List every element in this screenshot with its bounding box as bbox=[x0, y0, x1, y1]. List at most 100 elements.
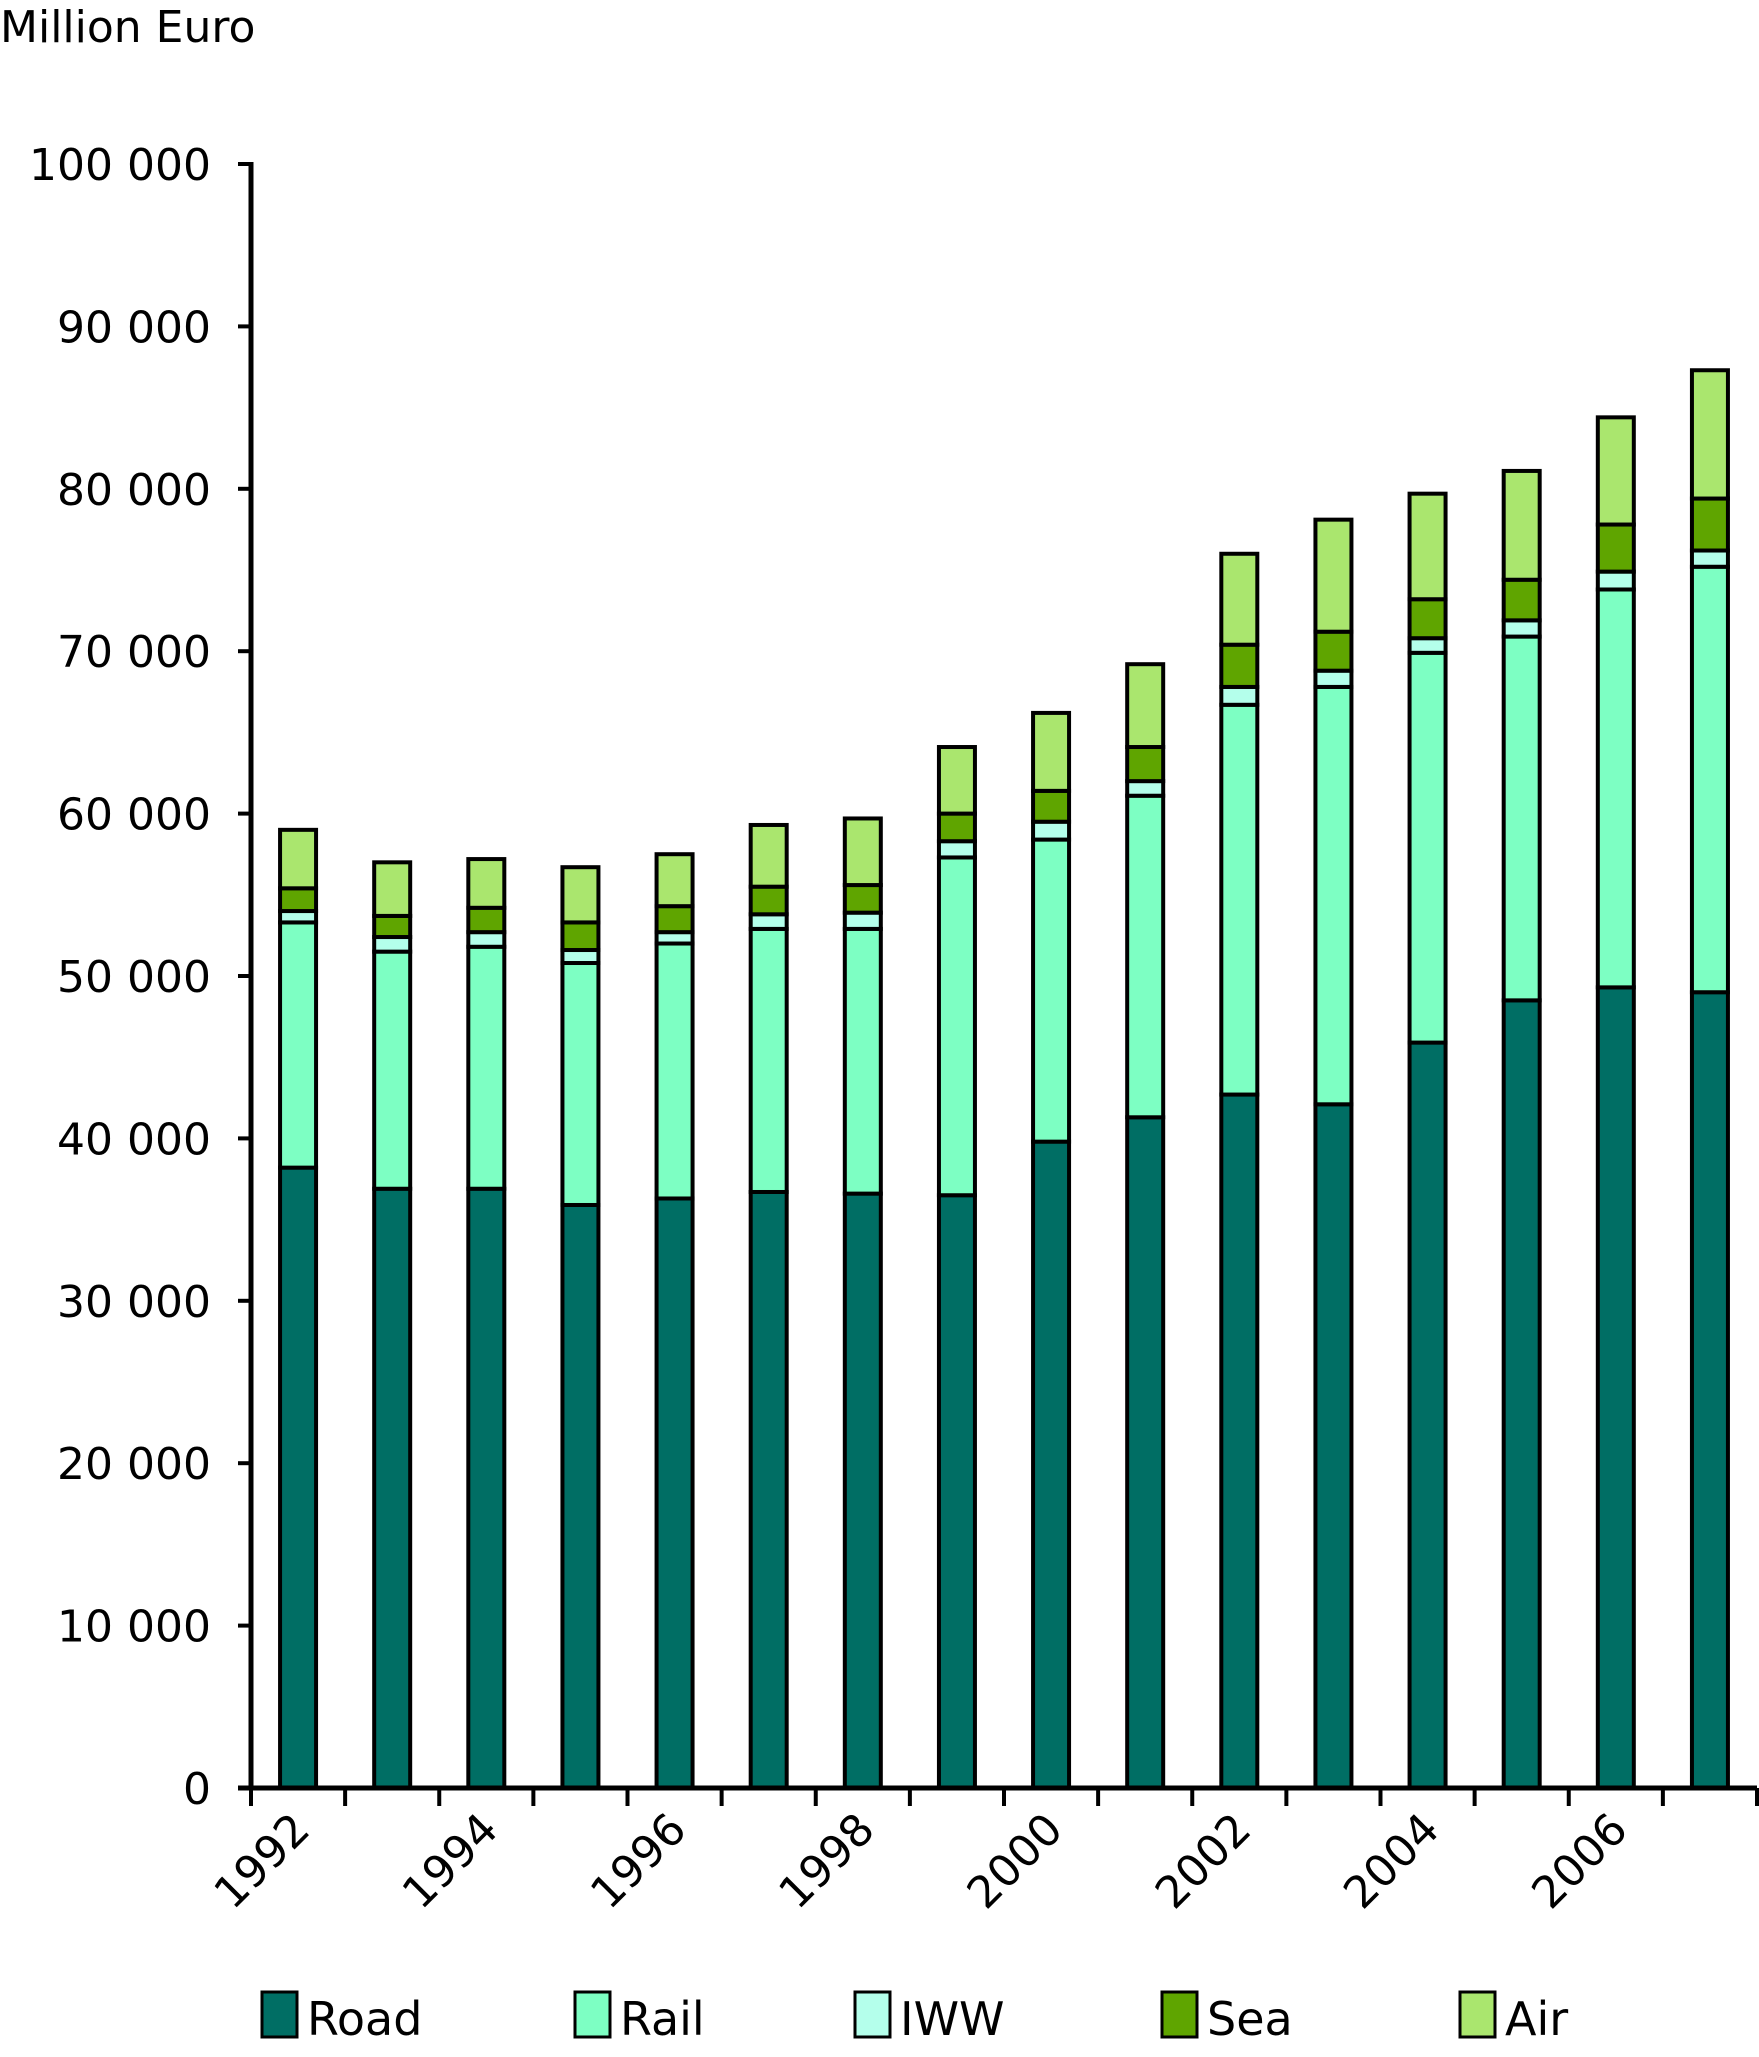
bar-segment-sea-1998 bbox=[842, 883, 883, 915]
bar-segment-iww-1993 bbox=[372, 935, 413, 954]
bar-segment-iww-2000 bbox=[1031, 819, 1072, 842]
y-tick-label: 40 000 bbox=[57, 1114, 211, 1165]
bar-segment-sea-2006 bbox=[1595, 522, 1636, 574]
x-tick-label: 2002 bbox=[1146, 1804, 1261, 1919]
legend-label: Air bbox=[1505, 1992, 1568, 2046]
bar-stack-1997 bbox=[748, 822, 789, 1790]
bar-segment-air-1999 bbox=[936, 745, 977, 816]
bar-segment-sea-2000 bbox=[1031, 788, 1072, 824]
bar-segment-iww-2005 bbox=[1501, 618, 1542, 639]
bar-segment-sea-1995 bbox=[560, 920, 601, 953]
bar-segment-sea-2005 bbox=[1501, 577, 1542, 623]
y-tick-label: 10 000 bbox=[57, 1602, 211, 1653]
bar-segment-iww-2002 bbox=[1219, 684, 1260, 707]
bar-segment-road-1998 bbox=[842, 1191, 883, 1790]
y-tick-label: 70 000 bbox=[57, 627, 211, 678]
bar-segment-sea-1996 bbox=[654, 904, 695, 935]
legend-item-sea: Sea bbox=[1160, 1990, 1293, 2046]
legend-swatch bbox=[260, 1990, 299, 2039]
bar-segment-iww-2007 bbox=[1689, 548, 1730, 569]
legend: Road Rail IWW Sea Air bbox=[260, 1990, 1568, 2046]
x-tick-label: 2004 bbox=[1334, 1804, 1449, 1919]
axes bbox=[238, 162, 1757, 1791]
bar-stack-2006 bbox=[1595, 415, 1636, 1790]
y-axis-ticks: 0 10 000 20 000 30 000 40 000 50 000 60 000 70 … bbox=[29, 140, 251, 1815]
y-tick-label: 60 000 bbox=[57, 790, 211, 841]
bar-segment-rail-1995 bbox=[560, 961, 601, 1207]
y-tick-label: 20 000 bbox=[57, 1439, 211, 1490]
bar-stack-2000 bbox=[1031, 710, 1072, 1790]
bar-segment-iww-1999 bbox=[936, 839, 977, 860]
bar-segment-iww-1994 bbox=[466, 930, 507, 949]
bar-segment-iww-2004 bbox=[1407, 636, 1448, 655]
bar-segment-road-2001 bbox=[1125, 1115, 1166, 1790]
bar-segment-iww-2001 bbox=[1125, 779, 1166, 798]
bar-segment-road-1996 bbox=[654, 1196, 695, 1791]
bar-segment-iww-1997 bbox=[748, 912, 789, 931]
legend-item-road: Road bbox=[260, 1990, 422, 2046]
y-tick-label: 80 000 bbox=[57, 465, 211, 516]
bar-segment-rail-2003 bbox=[1313, 684, 1354, 1107]
bar-segment-rail-1999 bbox=[936, 855, 977, 1198]
bar-segment-rail-2006 bbox=[1595, 587, 1636, 990]
bar-segment-sea-1993 bbox=[372, 913, 413, 940]
bar-segment-road-2007 bbox=[1689, 990, 1730, 1790]
y-axis-unit-label: Million Euro bbox=[0, 2, 255, 53]
legend-swatch bbox=[573, 1990, 612, 2039]
bar-segment-sea-2007 bbox=[1689, 496, 1730, 553]
bar-segment-iww-2006 bbox=[1595, 569, 1636, 592]
bar-segment-rail-1993 bbox=[372, 949, 413, 1191]
legend-label: Sea bbox=[1207, 1992, 1293, 2046]
y-tick-label: 30 000 bbox=[57, 1277, 211, 1328]
bar-stack-2004 bbox=[1407, 491, 1448, 1790]
bar-stack-1994 bbox=[466, 857, 507, 1790]
bar-segment-rail-2000 bbox=[1031, 837, 1072, 1144]
bar-stack-2001 bbox=[1125, 662, 1166, 1790]
bar-segment-air-2005 bbox=[1501, 468, 1542, 582]
bar-segment-air-2003 bbox=[1313, 517, 1354, 634]
bar-segment-rail-1994 bbox=[466, 944, 507, 1191]
bar-segment-air-2006 bbox=[1595, 415, 1636, 527]
x-tick-label: 2006 bbox=[1522, 1804, 1637, 1919]
bar-segment-road-2004 bbox=[1407, 1040, 1448, 1790]
bar-segment-road-2000 bbox=[1031, 1139, 1072, 1790]
bar-segment-road-1997 bbox=[748, 1189, 789, 1790]
bar-segment-iww-2003 bbox=[1313, 668, 1354, 689]
bar-segment-sea-1999 bbox=[936, 811, 977, 844]
legend-label: IWW bbox=[900, 1992, 1005, 2046]
bar-stack-1999 bbox=[936, 745, 977, 1790]
bar-segment-road-1995 bbox=[560, 1202, 601, 1790]
bar-segment-road-2005 bbox=[1501, 998, 1542, 1790]
bar-segment-air-1998 bbox=[842, 816, 883, 888]
bar-segment-air-2007 bbox=[1689, 368, 1730, 501]
bar-segment-air-1994 bbox=[466, 857, 507, 910]
bar-stack-1993 bbox=[372, 860, 413, 1790]
bar-segment-rail-1998 bbox=[842, 926, 883, 1196]
bar-segment-air-1996 bbox=[654, 852, 695, 909]
x-tick-label: 1994 bbox=[393, 1804, 508, 1919]
x-axis-ticks: 1992 1994 1996 1998 2000 2002 2004 2006 bbox=[205, 1788, 1759, 1919]
bar-segment-rail-2005 bbox=[1501, 634, 1542, 1003]
legend-label: Rail bbox=[620, 1992, 705, 2046]
bar-segment-air-2000 bbox=[1031, 710, 1072, 793]
bar-segment-sea-2001 bbox=[1125, 745, 1166, 784]
bar-segment-sea-2003 bbox=[1313, 629, 1354, 673]
bar-segment-road-2003 bbox=[1313, 1102, 1354, 1790]
bar-segment-road-1994 bbox=[466, 1186, 507, 1790]
bar-segment-rail-2002 bbox=[1219, 702, 1260, 1097]
bar-segment-iww-1998 bbox=[842, 910, 883, 931]
bar-segment-air-1997 bbox=[748, 822, 789, 889]
x-tick-label: 1996 bbox=[581, 1804, 696, 1919]
bar-segment-sea-1994 bbox=[466, 905, 507, 935]
y-tick-label: 90 000 bbox=[57, 302, 211, 353]
x-tick-label: 1992 bbox=[205, 1804, 320, 1919]
bar-segment-road-1992 bbox=[278, 1165, 319, 1790]
legend-item-rail: Rail bbox=[573, 1990, 705, 2046]
bar-segment-road-1993 bbox=[372, 1186, 413, 1790]
legend-label: Road bbox=[307, 1992, 422, 2046]
bar-segment-road-2006 bbox=[1595, 985, 1636, 1790]
bar-stack-2003 bbox=[1313, 517, 1354, 1790]
y-tick-label: 0 bbox=[183, 1764, 211, 1815]
legend-swatch bbox=[853, 1990, 892, 2039]
